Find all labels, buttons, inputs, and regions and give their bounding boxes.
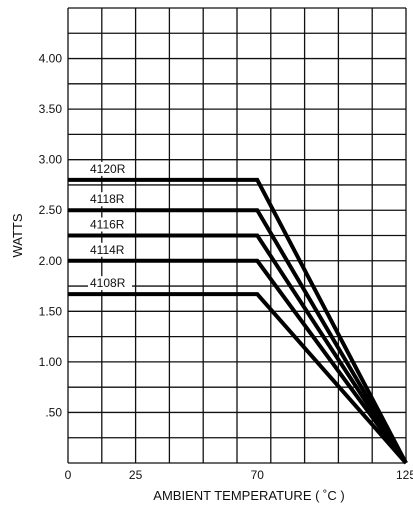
series-label-4116r: 4116R — [90, 218, 125, 232]
series-label-background — [88, 217, 132, 232]
series-label-4108r: 4108R — [90, 276, 126, 290]
series-label-background — [88, 192, 132, 207]
series-label-4120r: 4120R — [90, 162, 126, 176]
series-line-4118r — [68, 208, 408, 465]
y-tick-label: 1.50 — [39, 304, 63, 318]
y-tick-label: 1.00 — [39, 355, 63, 369]
y-tick-label: 4.00 — [39, 52, 63, 66]
y-tick-label: 2.00 — [39, 254, 63, 268]
series-label-background — [88, 276, 132, 291]
series-label-4114r: 4114R — [90, 243, 125, 257]
series-line-4116r — [68, 233, 408, 465]
series-lines — [68, 177, 408, 465]
series-line-4108r — [68, 292, 408, 465]
y-tick-label: .50 — [45, 405, 62, 419]
series-line-4114r — [68, 258, 408, 465]
series-line-4120r — [68, 177, 408, 464]
x-tick-label: 70 — [251, 468, 265, 482]
x-tick-label: 125 — [396, 468, 413, 482]
y-tick-label: 2.50 — [39, 203, 63, 217]
axes: .50 1.00 1.50 2.00 2.50 3.00 3.50 4.00 0 25 70 125 — [39, 52, 413, 482]
series-label-background — [88, 242, 132, 257]
x-tick-label: 25 — [129, 468, 143, 482]
y-tick-label: 3.50 — [39, 102, 63, 116]
x-tick-label: 0 — [65, 468, 72, 482]
series-labels: 4120R 4118R 4116R 4114R 4108R — [88, 161, 132, 291]
x-axis-title: AMBIENT TEMPERATURE ( ˚C ) — [153, 488, 344, 503]
series-label-background — [88, 161, 132, 176]
grid — [67, 7, 407, 464]
y-tick-label: 3.00 — [39, 153, 63, 167]
y-axis-title: WATTS — [10, 213, 25, 257]
series-label-4118r: 4118R — [90, 192, 125, 206]
